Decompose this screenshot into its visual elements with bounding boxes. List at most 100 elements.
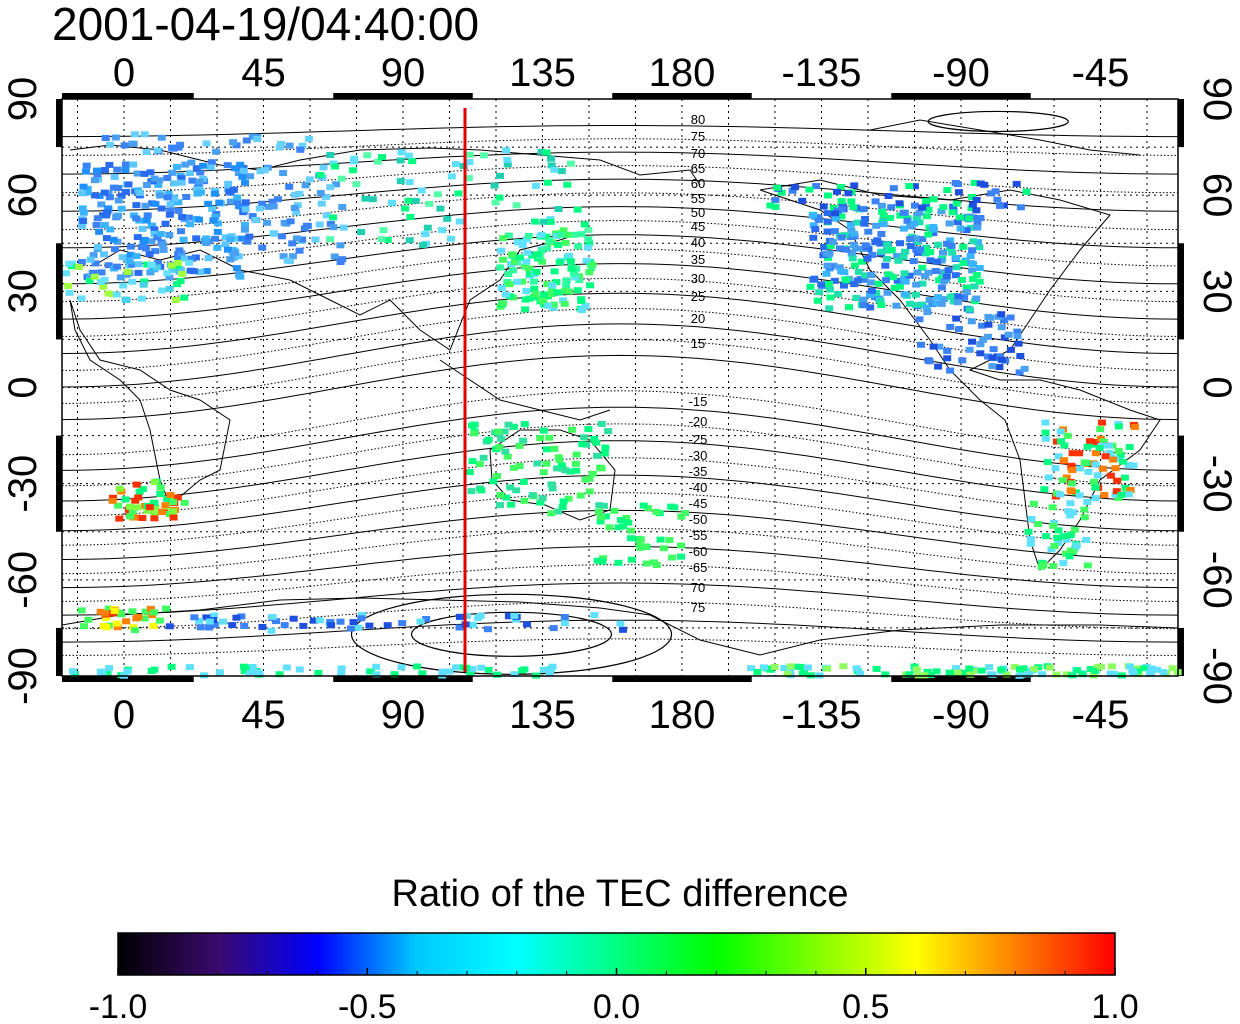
lon-tick-label-top: 0 xyxy=(113,51,135,95)
contour-label: 75 xyxy=(691,129,705,144)
tec-pixel xyxy=(100,189,109,196)
tec-pixel xyxy=(1093,472,1102,479)
tec-pixel xyxy=(490,182,499,189)
tec-pixel xyxy=(808,212,817,219)
tec-pixel xyxy=(202,140,211,147)
tec-pixel xyxy=(823,192,832,199)
tec-pixel xyxy=(986,671,995,678)
tec-pixel xyxy=(1037,563,1046,570)
tec-pixel xyxy=(851,245,860,252)
tec-pixel xyxy=(241,206,250,213)
tec-pixel xyxy=(233,199,242,206)
tec-pixel xyxy=(150,226,159,233)
tec-pixel xyxy=(547,155,555,162)
tec-pixel xyxy=(519,437,528,444)
tec-pixel xyxy=(123,268,132,275)
tec-pixel xyxy=(339,224,348,231)
tec-pixel xyxy=(583,244,592,251)
tec-pixel xyxy=(850,230,858,237)
tec-pixel xyxy=(538,495,547,502)
coastline-eurasia-africa xyxy=(69,144,701,506)
tec-pixel xyxy=(636,536,645,543)
magnetic-contour xyxy=(61,423,1179,487)
tec-pixel xyxy=(1029,500,1038,507)
tec-pixel xyxy=(499,300,508,307)
tec-pixel xyxy=(1004,331,1013,338)
tec-pixel xyxy=(984,313,993,320)
tec-pixel xyxy=(411,197,420,204)
tec-pixel xyxy=(128,261,137,268)
lon-tick-label-bottom: -135 xyxy=(781,693,861,737)
tec-pixel xyxy=(848,249,857,256)
tec-pixel xyxy=(326,236,335,243)
tec-pixel xyxy=(822,270,831,277)
tec-pixel xyxy=(89,252,98,259)
tec-pixel xyxy=(509,423,518,430)
tec-pixel xyxy=(940,278,949,285)
frame-band-top xyxy=(612,93,752,99)
tec-pixel xyxy=(806,283,815,290)
tec-pixel xyxy=(301,182,310,189)
tec-pixel xyxy=(397,664,406,671)
tec-pixel xyxy=(585,240,594,247)
tec-pixel xyxy=(89,269,98,276)
tec-pixel xyxy=(1056,491,1065,498)
tec-pixel xyxy=(418,670,427,677)
tec-pixel xyxy=(539,427,548,434)
tec-pixel xyxy=(229,247,238,254)
tec-pixel xyxy=(190,614,199,621)
tec-pixel xyxy=(924,269,933,276)
tec-pixel xyxy=(1013,333,1022,340)
tec-pixel xyxy=(1020,365,1029,372)
tec-pixel xyxy=(549,625,558,632)
tec-pixel xyxy=(918,301,927,308)
tec-pixel xyxy=(823,228,832,235)
tec-pixel xyxy=(547,510,556,517)
tec-pixel xyxy=(78,205,87,212)
tec-pixel xyxy=(948,209,957,216)
tec-pixel xyxy=(771,197,780,204)
tec-pixel xyxy=(614,559,623,566)
tec-pixel xyxy=(285,142,294,149)
tec-pixel xyxy=(896,240,904,247)
tec-pixel xyxy=(547,481,556,488)
tec-pixel xyxy=(188,255,196,262)
contour-label: 15 xyxy=(691,336,705,351)
tec-pixel xyxy=(405,237,414,244)
tec-pixel xyxy=(876,240,885,247)
tec-pixel xyxy=(576,492,585,499)
tec-pixel xyxy=(911,235,920,242)
tec-pixel xyxy=(943,187,952,193)
tec-pixel xyxy=(243,238,252,245)
tec-pixel xyxy=(154,181,163,188)
tec-pixel xyxy=(1049,563,1058,569)
tec-pixel xyxy=(562,277,571,284)
tec-pixel xyxy=(952,315,961,322)
tec-pixel xyxy=(327,622,336,629)
tec-pixel xyxy=(836,245,844,252)
tec-pixel xyxy=(1049,522,1058,529)
lon-tick-label-top: -90 xyxy=(932,51,990,95)
tec-pixel xyxy=(1116,451,1125,458)
tec-pixel xyxy=(213,244,222,251)
tec-pixel xyxy=(455,624,464,631)
tec-pixel xyxy=(141,608,150,615)
tec-pixel xyxy=(246,173,255,180)
magnetic-contour xyxy=(61,509,1179,560)
tec-pixel xyxy=(168,266,177,273)
tec-pixel xyxy=(581,476,590,483)
tec-pixel xyxy=(524,232,533,239)
tec-pixel xyxy=(934,294,943,301)
magnetic-contour xyxy=(61,440,1179,502)
tec-pixel xyxy=(812,183,821,190)
tec-pixel xyxy=(311,236,320,243)
tec-pixel xyxy=(242,137,251,144)
tec-pixel xyxy=(586,282,595,289)
tec-pixel xyxy=(497,435,506,442)
tec-pixel xyxy=(165,211,174,218)
tec-pixel xyxy=(438,668,447,675)
tec-pixel xyxy=(968,247,977,254)
tec-pixel xyxy=(477,487,486,494)
tec-pixel xyxy=(161,502,170,509)
lat-tick-label-right: 60 xyxy=(1195,173,1239,218)
